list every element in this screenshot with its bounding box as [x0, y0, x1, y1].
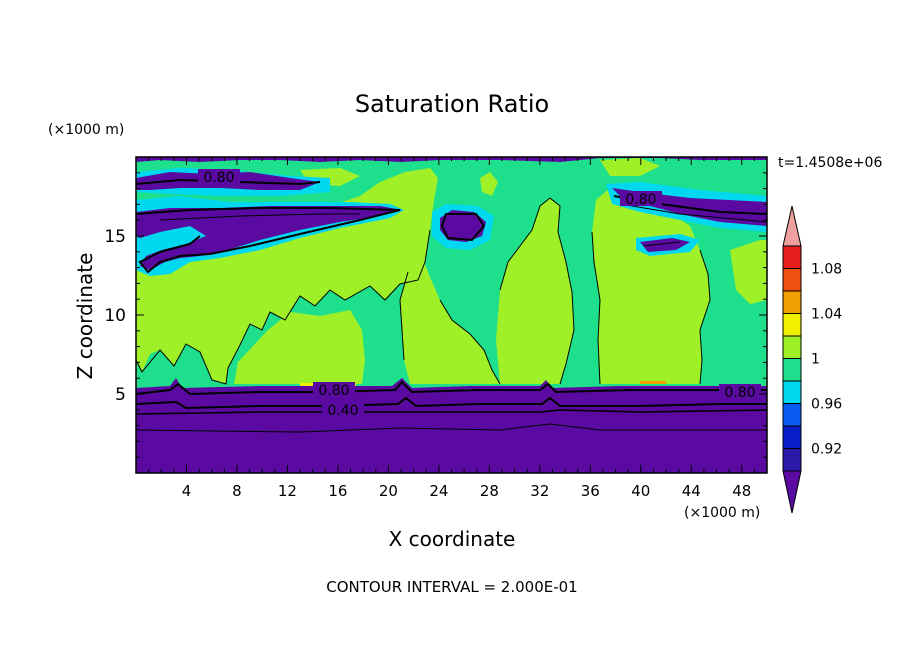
region-supersaturated: [730, 240, 767, 304]
footer-label: CONTOUR INTERVAL = 2.000E-01: [326, 578, 577, 596]
colorbar-label: 1: [811, 352, 820, 368]
x-tick-label: 20: [379, 482, 398, 500]
contour-label: 0.40: [327, 403, 358, 419]
contour-line: [643, 241, 681, 247]
y-axis-label: Z coordinate: [73, 253, 97, 380]
contour-line: [619, 203, 767, 223]
colorbar-box: [782, 448, 802, 472]
colorbar-label: 1.08: [811, 262, 842, 278]
contour-line: [440, 213, 486, 242]
colorbar-label: 0.92: [811, 442, 842, 458]
x-tick-label: 44: [682, 482, 701, 500]
region-warm-sliver: [640, 381, 666, 384]
colorbar-box: [782, 380, 802, 404]
x-tick-label: 48: [732, 482, 751, 500]
x-unit-label: (×1000 m): [684, 505, 760, 521]
contour-line: [136, 409, 767, 415]
contour-line: [159, 213, 360, 221]
chart-title: Saturation Ratio: [355, 90, 549, 118]
colorbar-box: [782, 245, 802, 269]
x-tick-label: 32: [530, 482, 549, 500]
contour-line: [499, 197, 575, 385]
colorbar-box: [782, 290, 802, 314]
y-tick-label: 10: [104, 306, 126, 326]
contour-lines: [136, 178, 767, 433]
contour-label: 0.80: [318, 383, 349, 399]
contour-label: 0.80: [203, 170, 234, 186]
x-axis-label: X coordinate: [389, 527, 516, 551]
contour-label: 0.80: [724, 385, 755, 401]
contour-label-bg: [322, 402, 364, 417]
x-tick-label: 40: [631, 482, 650, 500]
region-supersaturated: [496, 198, 574, 384]
contour-label: 0.80: [625, 192, 656, 208]
x-tick-label: 24: [429, 482, 448, 500]
colorbar-box: [782, 335, 802, 359]
contour-line: [591, 231, 601, 385]
y-tick-label: 5: [115, 385, 126, 405]
contour-line: [439, 299, 501, 385]
contour-field: 0.80 0.80 0.80 0.40 0.80: [136, 157, 767, 473]
contour-line: [699, 249, 711, 385]
colorbar-box: [782, 268, 802, 292]
contour-line: [136, 229, 431, 385]
region-dry: [640, 238, 690, 252]
region-dry: [440, 210, 486, 242]
contour-label-bg: [198, 169, 240, 184]
y-tick-label: 15: [104, 227, 126, 247]
region-dry: [136, 378, 767, 473]
x-tick-label: 8: [232, 482, 242, 500]
colorbar-label: 1.04: [811, 307, 842, 323]
x-tick-label: 16: [328, 482, 347, 500]
contour-line: [136, 423, 767, 433]
colorbar-box: [782, 313, 802, 337]
y-axis: 5 10 15: [104, 172, 767, 458]
colorbar-box: [782, 425, 802, 449]
contour-line: [136, 207, 401, 274]
region-supersaturated: [234, 310, 365, 384]
colorbar-box: [782, 403, 802, 427]
contour-label-bg: [719, 384, 761, 399]
colorbar: 1.08 1.04 1 0.96 0.92: [782, 205, 842, 514]
y-unit-label: (×1000 m): [48, 122, 124, 138]
x-axis: 4 8 12 16 20 24 28 32 36 40 44 48: [148, 157, 755, 500]
region-supersaturated: [600, 158, 660, 176]
x-tick-label: 4: [182, 482, 192, 500]
colorbar-box: [782, 358, 802, 382]
colorbar-arrow-high: [782, 205, 802, 247]
colorbar-label: 0.96: [811, 397, 842, 413]
x-tick-label: 12: [278, 482, 297, 500]
contour-line: [136, 380, 767, 396]
region-supersaturated: [400, 262, 500, 384]
x-tick-label: 28: [480, 482, 499, 500]
contour-label-bg: [620, 191, 662, 206]
colorbar-arrow-low: [782, 470, 802, 514]
time-label: t=1.4508e+06: [778, 155, 882, 171]
region-supersaturated: [480, 172, 498, 196]
contour-label-bg: [313, 382, 355, 397]
contour-labels: 0.80 0.80 0.80 0.40 0.80: [198, 169, 761, 419]
contour-line: [136, 396, 767, 410]
contour-line: [399, 271, 409, 361]
x-tick-label: 36: [581, 482, 600, 500]
